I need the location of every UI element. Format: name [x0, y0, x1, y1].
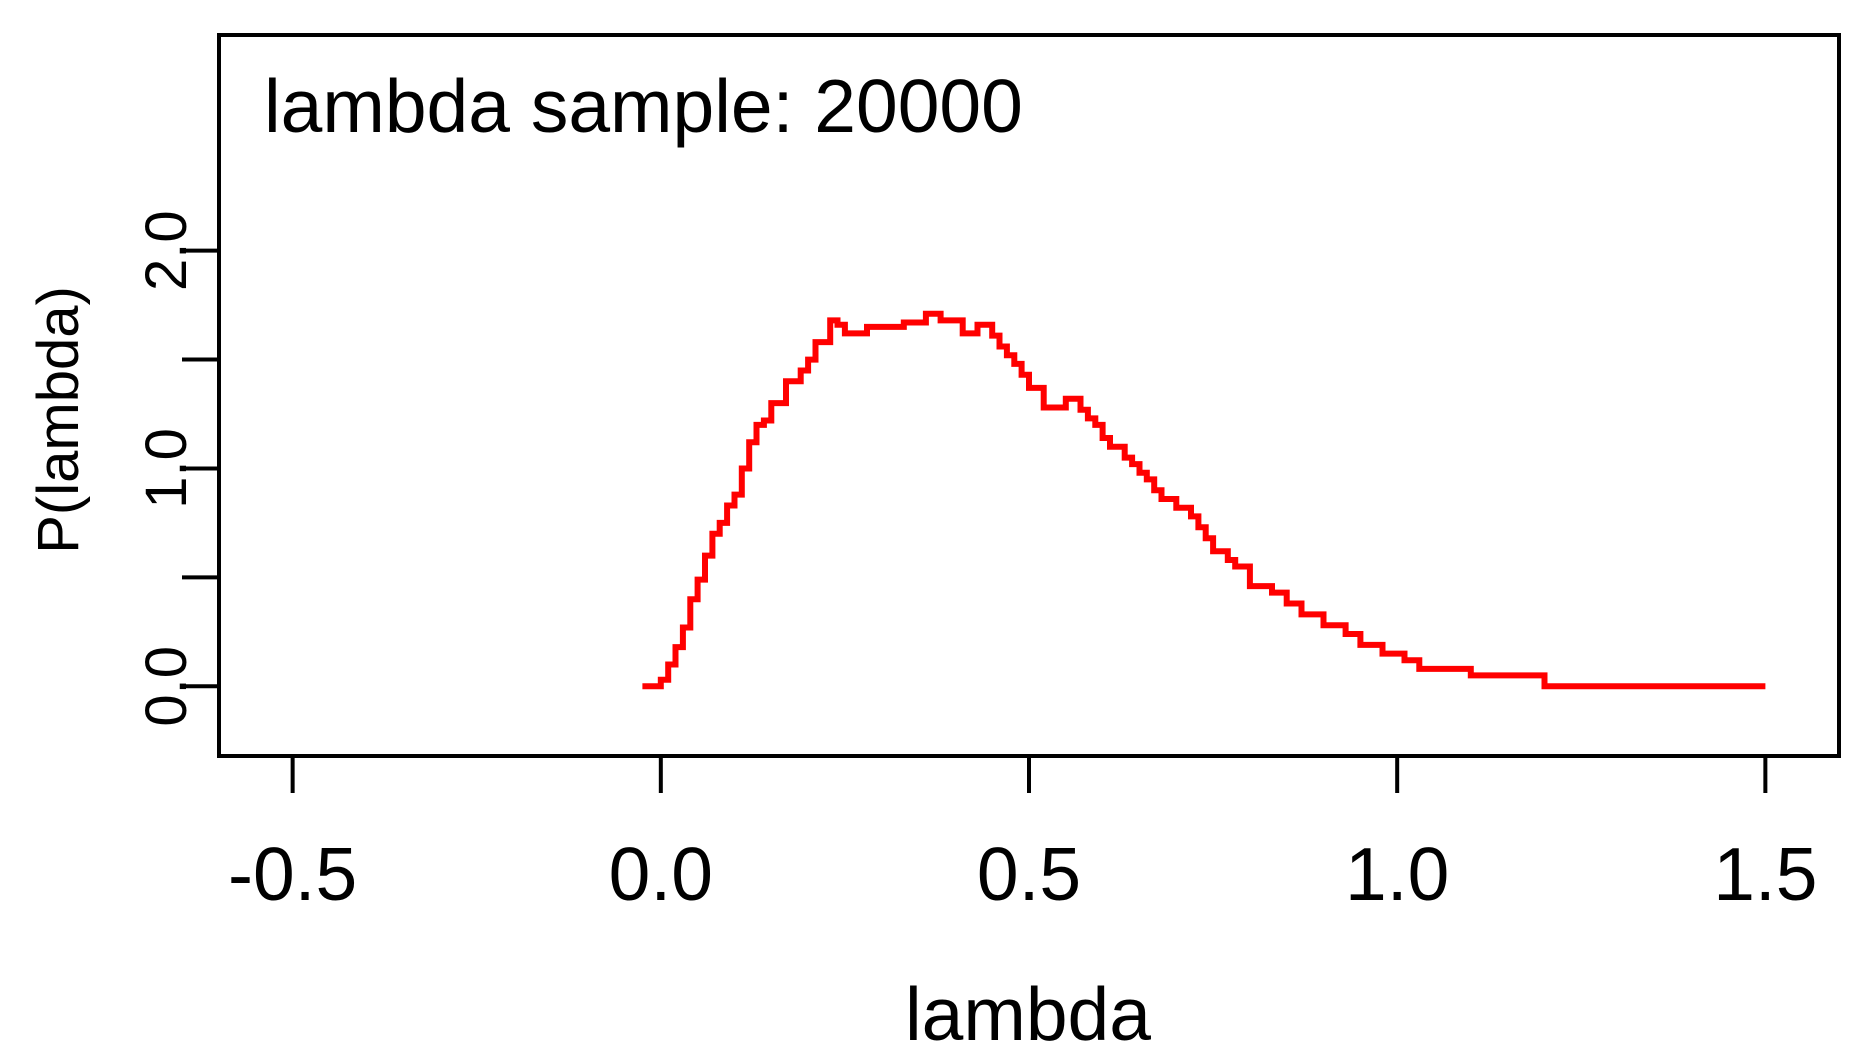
- x-tick-label: 1.5: [1713, 832, 1817, 916]
- chart-title: lambda sample: 20000: [264, 64, 1023, 148]
- y-tick-label: 2.0: [134, 210, 199, 291]
- series-layer: [642, 310, 1766, 690]
- y-tick-label: 1.0: [134, 428, 199, 509]
- x-tick-label: 0.5: [977, 832, 1081, 916]
- x-tick-label: 1.0: [1345, 832, 1449, 916]
- y-axis-label: P(lambda): [26, 286, 91, 554]
- x-axis-label: lambda: [905, 972, 1151, 1056]
- x-tick-label: 0.0: [609, 832, 713, 916]
- x-axis: -0.5 0.0 0.5 1.0 1.5: [228, 756, 1817, 916]
- y-axis: 0.0 1.0 2.0: [134, 210, 219, 727]
- x-tick-label: -0.5: [228, 832, 357, 916]
- y-tick-label: 0.0: [134, 646, 199, 727]
- series-line: [642, 310, 1766, 690]
